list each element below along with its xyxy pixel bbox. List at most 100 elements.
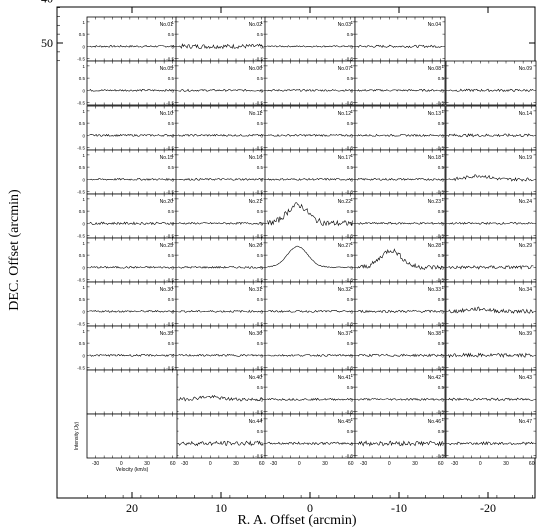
panel-frame	[175, 325, 267, 371]
panel-y-tick-label: 1	[260, 329, 263, 334]
panel-frame	[354, 369, 446, 415]
panel-y-tick-label: 0	[82, 265, 85, 270]
panel-y-tick-label: 0	[171, 44, 174, 49]
panel-frame	[86, 369, 178, 415]
spectrum-line	[267, 202, 353, 227]
panel-frame	[175, 16, 267, 62]
panel-y-tick-label: -0.5	[345, 410, 353, 415]
panel-y-tick-label: 1	[441, 241, 444, 246]
panel-y-tick-label: -0.5	[436, 454, 444, 459]
spectrum-panel: 1 0.5 0 -0.5 No.45 -30 0 30 60	[255, 413, 356, 467]
spectrum-line	[357, 89, 443, 92]
panel-y-tick-label: 0.5	[168, 76, 175, 81]
spectrum-panel: 1 0.5 0 -0.5 No.15	[77, 149, 178, 195]
spectrum-line	[267, 177, 353, 181]
panel-frame	[445, 325, 537, 371]
x-axis-label: R. A. Offset (arcmin)	[237, 513, 356, 528]
panel-frame	[354, 281, 446, 327]
panel-y-tick-label: 0.5	[347, 121, 354, 126]
panel-label: No.42	[428, 375, 442, 381]
spectrum-line	[178, 88, 264, 92]
panel-y-tick-label: 0.5	[79, 341, 86, 346]
spectrum-line	[178, 133, 264, 137]
panel-y-tick-label: 0	[350, 397, 353, 402]
panel-y-tick-label: 0	[350, 177, 353, 182]
panel-frame	[354, 16, 446, 62]
panel-y-tick-label: 1	[82, 197, 85, 202]
panel-x-tick-label: -30	[451, 461, 458, 467]
panel-y-tick-label: 1	[350, 285, 353, 290]
spectrum-panel: 1 0.5 0 -0.5 No.16	[166, 149, 267, 195]
spectrum-panel: 1 0.5 0 -0.5 No.21	[166, 193, 267, 239]
panel-y-tick-label: 0	[350, 353, 353, 358]
panel-frame	[264, 193, 356, 239]
panel-y-tick-label: 0.5	[168, 165, 175, 170]
panel-y-tick-label: 1	[171, 197, 174, 202]
panel-frame	[175, 60, 267, 106]
panel-y-tick-label: -0.5	[345, 57, 353, 62]
panel-label: No.07	[338, 66, 352, 72]
panel-y-tick-label: 0.5	[257, 341, 264, 346]
panel-y-tick-label: 0.5	[79, 209, 86, 214]
panel-label: No.47	[519, 419, 533, 425]
panel-y-tick-label: -0.5	[255, 278, 263, 283]
panel-label: No.36	[249, 331, 263, 337]
panel-y-tick-label: 0.5	[79, 76, 86, 81]
panel-y-tick-label: -0.5	[345, 146, 353, 151]
panel-label: No.25	[160, 243, 174, 249]
panel-y-tick-label: 1	[82, 285, 85, 290]
panel-frame	[86, 281, 178, 327]
spectrum-panel: 1 0.5 0 -0.5 No.35	[77, 325, 178, 371]
spectrum-panel: 1 0.5 0 -0.5 No.47 -30 0 30 60	[436, 413, 537, 467]
panel-frame	[354, 193, 446, 239]
panel-y-tick-label: -0.5	[436, 366, 444, 371]
panel-label: No.34	[519, 287, 533, 293]
panel-y-tick-label: 0	[260, 44, 263, 49]
panel-label: No.05	[160, 66, 174, 72]
panel-label: No.19	[519, 155, 533, 161]
panel-frame	[445, 281, 537, 327]
panel-y-tick-label: 0	[260, 309, 263, 314]
spectrum-line	[448, 306, 534, 314]
panel-y-tick-label: 0	[441, 133, 444, 138]
panel-y-tick-label: 1	[82, 241, 85, 246]
panel-y-tick-label: -0.5	[77, 190, 85, 195]
panel-y-tick-label: 1	[171, 20, 174, 25]
panel-label: No.24	[519, 199, 533, 205]
panel-y-tick-label: 0	[260, 441, 263, 446]
spectrum-panel: 1 0.5 0 -0.5 No.17	[255, 149, 356, 195]
panel-label: No.29	[519, 243, 533, 249]
panel-y-tick-label: 0.5	[438, 165, 445, 170]
panel-label: No.44	[249, 419, 263, 425]
panel-x-tick-label: 60	[348, 461, 354, 467]
panel-y-tick-label: 1	[260, 109, 263, 114]
spectrum-line	[448, 174, 534, 182]
panel-frame	[445, 413, 537, 459]
spectrum-line	[357, 44, 443, 49]
panel-y-tick-label: -0.5	[166, 57, 174, 62]
spectrum-line	[448, 221, 534, 225]
spectrum-line	[89, 177, 175, 181]
panel-x-tick-label: 0	[298, 461, 301, 467]
panel-y-tick-label: 0.5	[168, 297, 175, 302]
spectrum-line	[448, 88, 534, 93]
spectrum-panel: 1 0.5 0 -0.5 No.12	[255, 105, 356, 151]
spectrum-panel: 1 0.5 0 -0.5 No.08	[345, 60, 446, 106]
panel-y-tick-label: 1	[260, 285, 263, 290]
panel-y-tick-label: 0.5	[257, 32, 264, 37]
panel-y-tick-label: 1	[82, 329, 85, 334]
panel-y-tick-label: 0.5	[257, 253, 264, 258]
panel-y-tick-label: 0.5	[347, 429, 354, 434]
panel-y-tick-label: -0.5	[436, 234, 444, 239]
panel-y-tick-label: 0.5	[168, 32, 175, 37]
panel-y-tick-label: 1	[350, 329, 353, 334]
panel-x-tick-label: 60	[529, 461, 535, 467]
panel-x-tick-label: 0	[479, 461, 482, 467]
panel-y-tick-label: 1	[441, 64, 444, 69]
panel-label: No.14	[519, 111, 533, 117]
panel-x-tick-label: 30	[503, 461, 509, 467]
panel-y-tick-label: 0	[171, 88, 174, 93]
panel-label: No.46	[428, 419, 442, 425]
spectrum-panel: 1 0.5 0 -0.5 No.01	[77, 16, 178, 62]
panel-y-tick-label: 0.5	[257, 429, 264, 434]
